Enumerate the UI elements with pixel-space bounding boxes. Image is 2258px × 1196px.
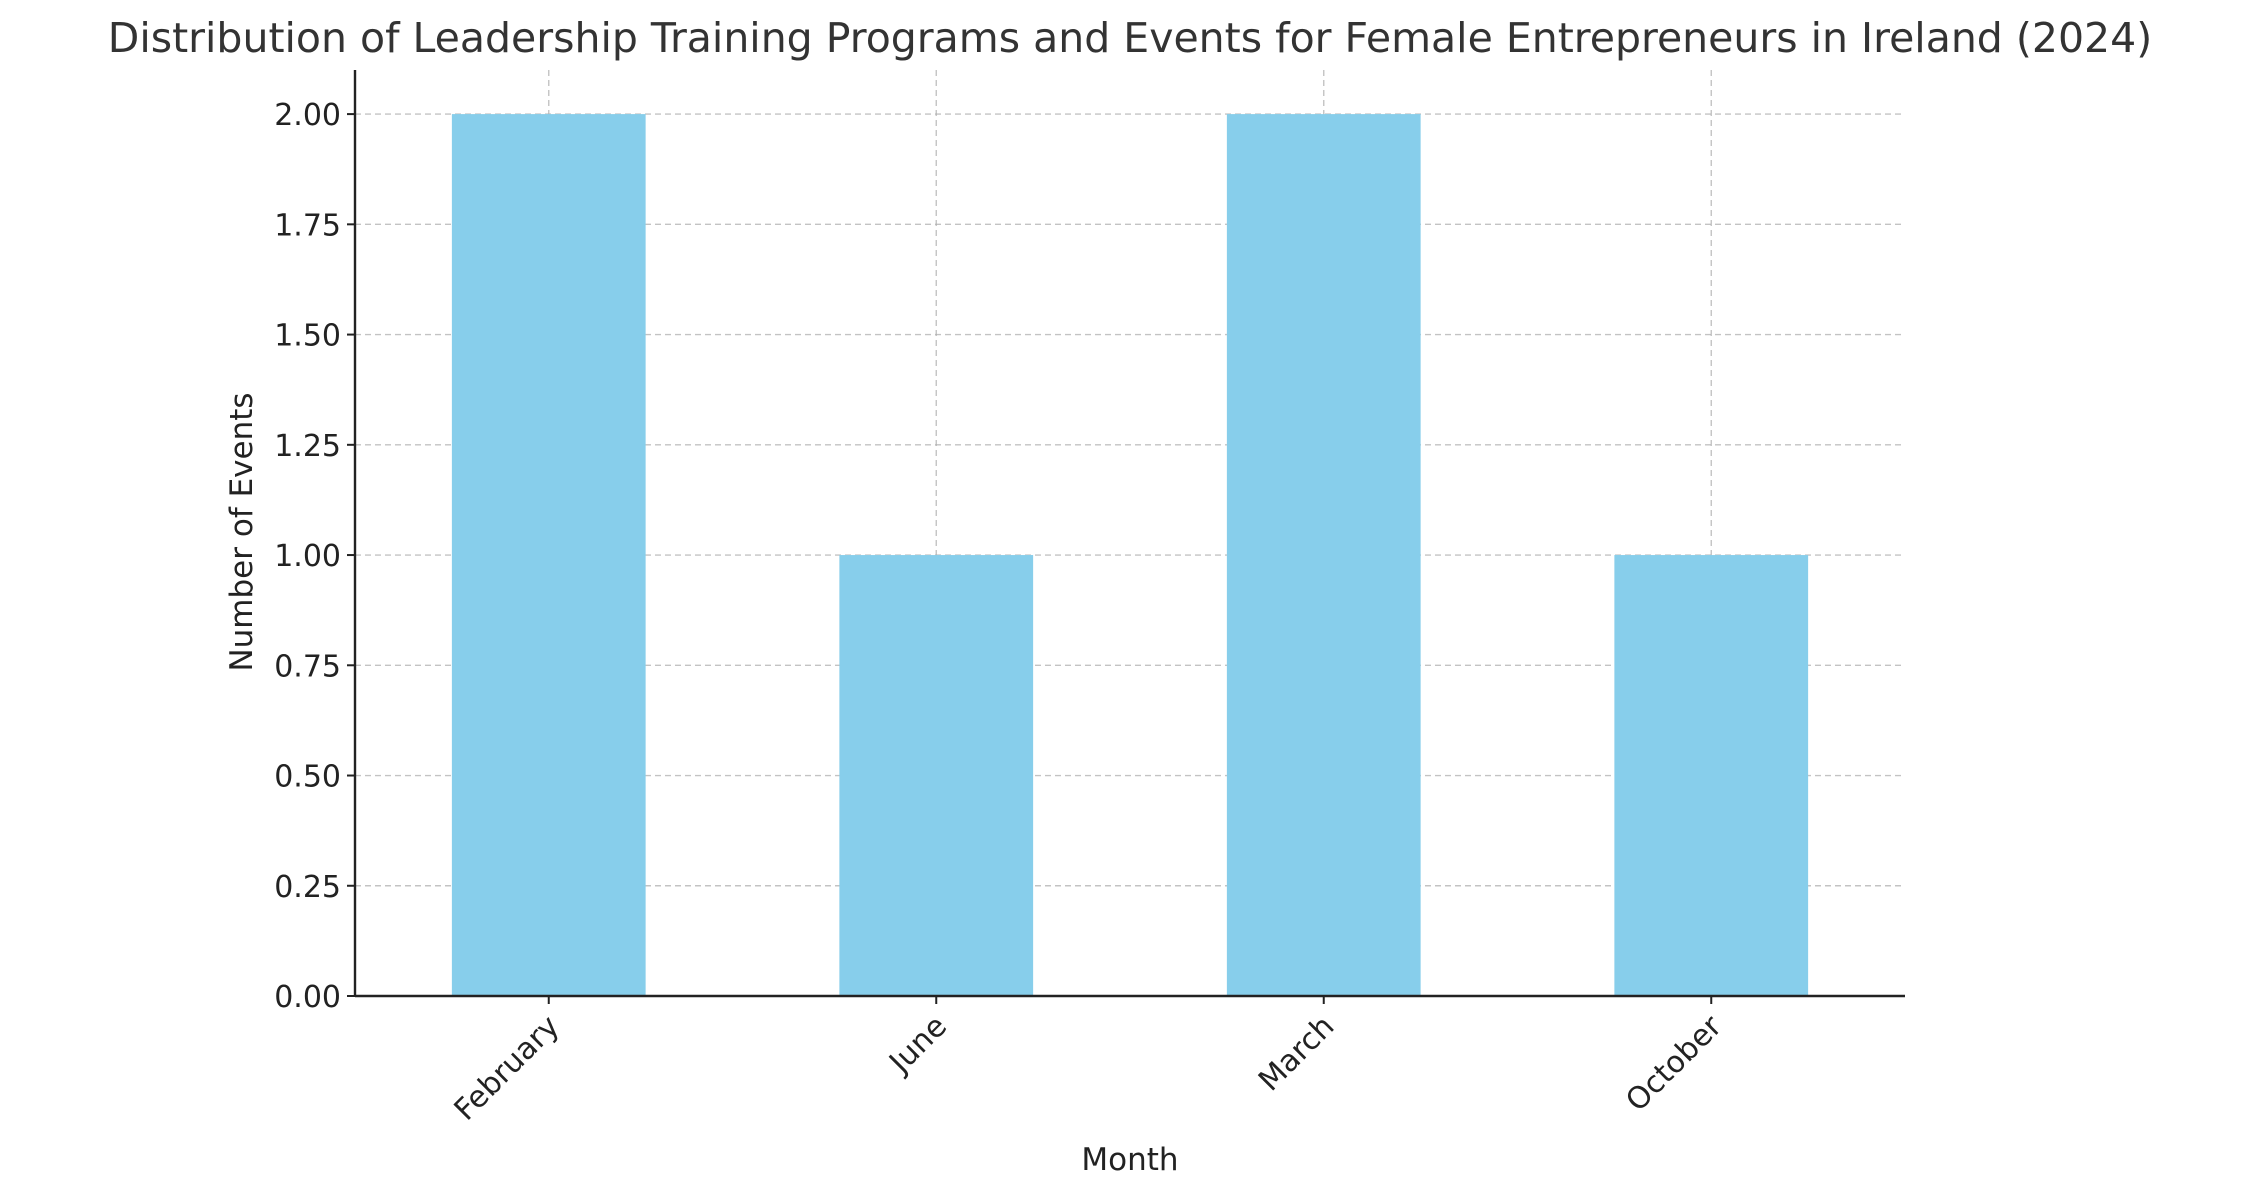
bars [451, 114, 1809, 997]
x-tick-label: March [1252, 1009, 1341, 1098]
bar-june [839, 555, 1034, 996]
bar-march [1226, 114, 1421, 997]
x-tick-label: February [448, 1009, 567, 1128]
y-tick-label: 1.25 [274, 429, 341, 464]
y-tick-label: 1.00 [274, 539, 341, 574]
x-tick-label: June [882, 1009, 954, 1081]
y-tick-label: 1.75 [274, 208, 341, 243]
y-tick-label: 0.50 [274, 760, 341, 795]
x-ticks: February June March October [448, 996, 1729, 1128]
bar-october [1614, 555, 1809, 996]
y-ticks: 0.00 0.25 0.50 0.75 1.00 1.25 1.50 1.75 2.00 [274, 98, 355, 1015]
chart-title: Distribution of Leadership Training Prog… [108, 14, 2152, 62]
x-tick-label: October [1619, 1008, 1729, 1118]
y-tick-label: 2.00 [274, 98, 341, 133]
x-axis-label: Month [1081, 1142, 1178, 1178]
y-tick-label: 0.00 [274, 980, 341, 1015]
y-tick-label: 0.25 [274, 870, 341, 905]
y-tick-label: 0.75 [274, 649, 341, 684]
y-tick-label: 1.50 [274, 319, 341, 354]
bar-february [451, 114, 646, 997]
y-axis-label: Number of Events [224, 392, 260, 671]
